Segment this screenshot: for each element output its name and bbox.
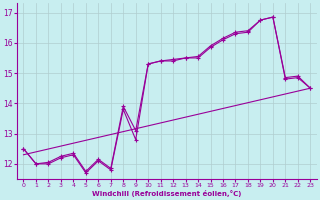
X-axis label: Windchill (Refroidissement éolien,°C): Windchill (Refroidissement éolien,°C)	[92, 190, 242, 197]
